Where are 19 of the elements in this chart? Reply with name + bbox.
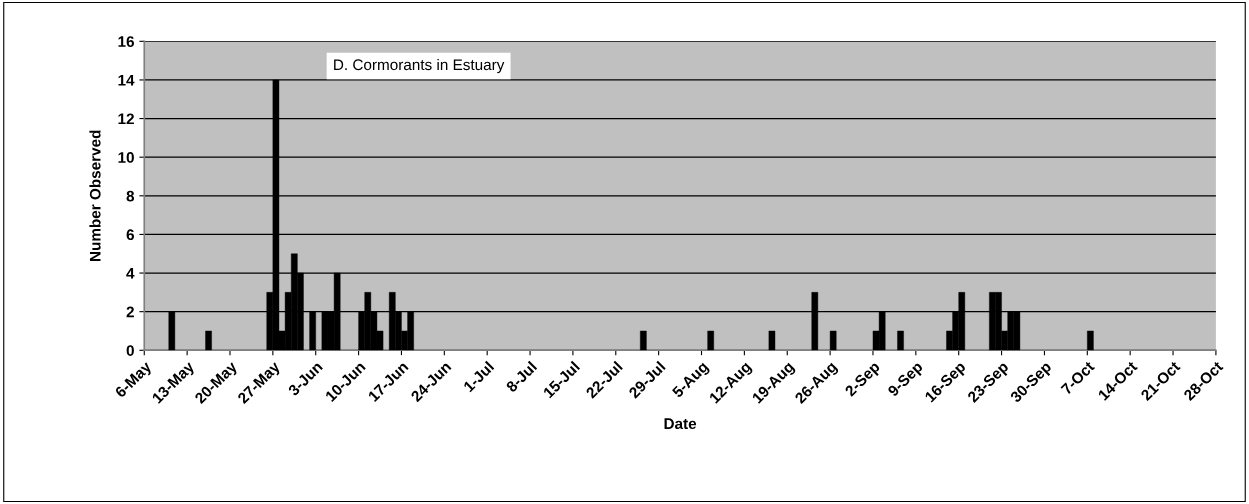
annotation: D. Cormorants in Estuary	[334, 58, 505, 74]
y-tick-label: 4	[126, 268, 135, 279]
y-tick-label: 10	[118, 152, 134, 163]
y-tick-label: 2	[126, 306, 134, 318]
y-axis-title: Number Observed	[89, 130, 101, 261]
bar	[707, 330, 714, 351]
y-tick-label: 12	[118, 113, 134, 125]
bar	[640, 330, 647, 351]
x-axis-title: Date	[664, 418, 697, 430]
bar	[205, 330, 212, 351]
y-tick-label: 0	[126, 345, 134, 356]
y-tick-label: 14	[118, 74, 135, 86]
bar	[1087, 330, 1094, 351]
y-tick-label: 8	[126, 190, 135, 202]
bar	[768, 330, 776, 351]
y-tick-label: 6	[126, 229, 134, 241]
bar	[829, 330, 837, 351]
y-tick-label: 16	[118, 36, 134, 48]
bar	[897, 330, 904, 351]
